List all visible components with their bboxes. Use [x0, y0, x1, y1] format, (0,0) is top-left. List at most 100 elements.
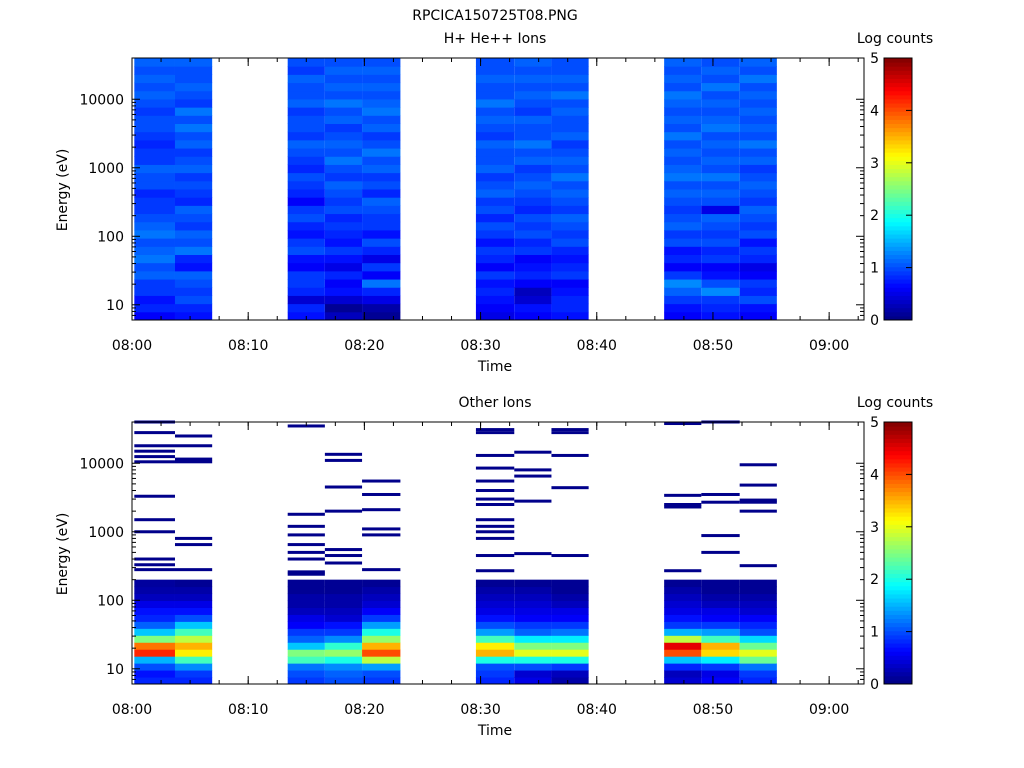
energy-bin-cell — [174, 229, 213, 239]
sparse-count-line — [701, 534, 740, 538]
energy-bin-cell — [324, 635, 363, 643]
energy-bin-cell — [475, 221, 515, 231]
energy-bin-cell — [514, 172, 552, 182]
colorbar-swatch — [884, 446, 912, 452]
energy-bin-cell — [551, 82, 589, 92]
energy-bin-cell — [174, 205, 213, 215]
energy-bin-cell — [739, 607, 777, 615]
sparse-count-line — [287, 570, 325, 574]
colorbar-swatch — [884, 70, 912, 75]
energy-bin-cell — [514, 66, 552, 75]
energy-bin-cell — [287, 238, 325, 247]
time-column — [174, 434, 213, 685]
energy-bin-cell — [287, 628, 325, 636]
energy-bin-cell — [174, 156, 213, 165]
sparse-count-line — [739, 564, 777, 568]
energy-bin-cell — [174, 628, 213, 636]
energy-bin-cell — [664, 303, 702, 313]
energy-bin-cell — [664, 246, 702, 255]
energy-bin-cell — [514, 311, 552, 321]
energy-bin-cell — [134, 131, 175, 141]
energy-bin-cell — [324, 663, 363, 671]
colorbar-swatch — [884, 606, 912, 611]
energy-bin-cell — [475, 90, 515, 100]
energy-bin-cell — [514, 649, 552, 657]
sparse-count-line — [551, 554, 589, 558]
energy-bin-cell — [551, 279, 589, 288]
energy-bin-cell — [664, 197, 702, 206]
sparse-count-line — [174, 457, 213, 461]
energy-bin-cell — [701, 148, 740, 157]
energy-bin-cell — [362, 156, 401, 165]
energy-bin-cell — [739, 635, 777, 643]
energy-bin-cell — [514, 82, 552, 92]
energy-bin-cell — [701, 156, 740, 165]
colorbar-swatch — [884, 156, 912, 161]
sparse-count-line — [324, 458, 363, 462]
sparse-count-line — [514, 552, 552, 556]
energy-bin-cell — [664, 238, 702, 247]
energy-bin-cell — [324, 180, 363, 190]
energy-bin-cell — [324, 254, 363, 264]
energy-bin-cell — [134, 229, 175, 239]
colorbar-swatch — [884, 647, 912, 652]
energy-bin-cell — [664, 90, 702, 100]
sparse-count-line — [134, 568, 175, 572]
energy-bin-cell — [134, 98, 175, 108]
y-tick-label: 10 — [106, 662, 124, 678]
energy-bin-cell — [174, 213, 213, 223]
energy-bin-cell — [739, 180, 777, 190]
energy-bin-cell — [739, 656, 777, 664]
energy-bin-cell — [134, 197, 175, 206]
energy-bin-cell — [551, 642, 589, 650]
energy-bin-cell — [551, 656, 589, 664]
energy-bin-cell — [551, 621, 589, 629]
sparse-count-line — [664, 493, 702, 497]
panel-title: H+ He++ Ions — [444, 31, 547, 47]
energy-bin-cell — [664, 614, 702, 622]
time-column — [739, 463, 777, 685]
colorbar-swatch — [884, 618, 912, 624]
colorbar-swatch — [884, 82, 912, 88]
energy-bin-cell — [701, 246, 740, 255]
energy-bin-cell — [324, 164, 363, 174]
energy-bin-cell — [701, 98, 740, 108]
colorbar-swatch — [884, 434, 912, 439]
energy-bin-cell — [287, 229, 325, 239]
sparse-count-line — [551, 428, 589, 432]
energy-bin-cell — [739, 172, 777, 182]
energy-bin-cell — [362, 139, 401, 149]
energy-bin-cell — [475, 287, 515, 296]
energy-bin-cell — [324, 229, 363, 239]
colorbar-swatch — [884, 66, 912, 71]
figure-title: RPCICA150725T08.PNG — [412, 8, 577, 24]
energy-bin-cell — [664, 663, 702, 671]
colorbar-swatch — [884, 422, 912, 427]
energy-bin-cell — [664, 74, 702, 84]
energy-bin-cell — [701, 189, 740, 198]
colorbar-swatch — [884, 598, 912, 603]
energy-bin-cell — [664, 593, 702, 602]
energy-bin-cell — [701, 600, 740, 608]
energy-bin-cell — [134, 246, 175, 255]
colorbar-swatch — [884, 659, 912, 665]
energy-bin-cell — [174, 172, 213, 182]
colorbar-tick-label: 0 — [870, 677, 879, 693]
colorbar-swatch — [884, 458, 912, 464]
energy-bin-cell — [287, 164, 325, 174]
energy-bin-cell — [287, 156, 325, 165]
energy-bin-cell — [362, 98, 401, 108]
energy-bin-cell — [324, 628, 363, 636]
colorbar: 0 1 2 3 4 5 — [870, 51, 913, 329]
colorbar-tick-label: 2 — [870, 572, 879, 588]
energy-bin-cell — [324, 213, 363, 223]
colorbar-swatch — [884, 168, 912, 174]
sparse-count-line — [475, 530, 515, 534]
energy-bin-cell — [739, 303, 777, 313]
colorbar-swatch — [884, 626, 912, 632]
colorbar-swatch — [884, 548, 912, 554]
sparse-count-line — [287, 524, 325, 528]
colorbar-swatch — [884, 221, 912, 227]
energy-bin-cell — [174, 295, 213, 305]
energy-bin-cell — [134, 262, 175, 272]
